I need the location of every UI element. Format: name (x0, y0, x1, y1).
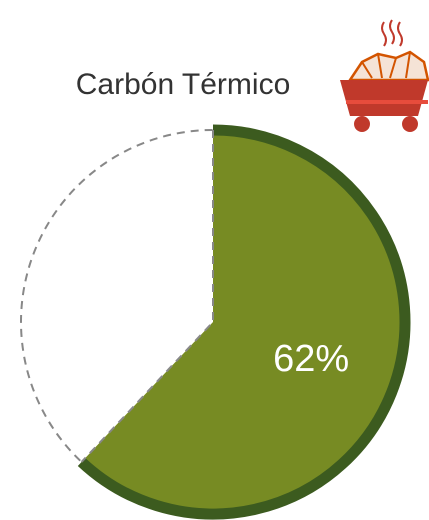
slice-radius (80, 130, 214, 463)
chart-title: Carbón Térmico (76, 68, 291, 101)
coal-cart-icon (340, 19, 429, 132)
pie-slice (81, 130, 405, 514)
data-label: 62% (273, 338, 349, 380)
slice-edge (77, 124, 411, 520)
